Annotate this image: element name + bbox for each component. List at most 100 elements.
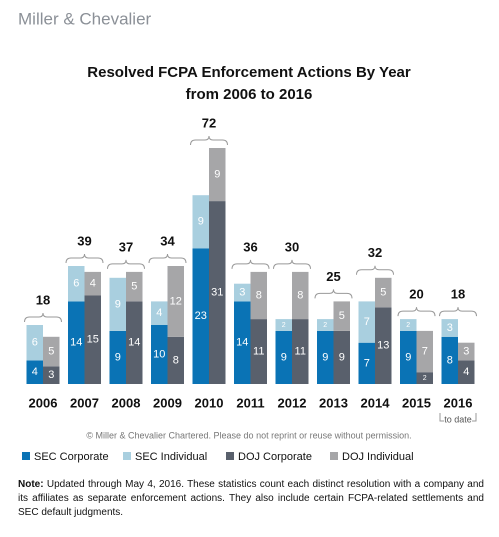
total-label: 18 — [36, 292, 50, 307]
x-tick-label: 2015 — [402, 395, 431, 410]
value-label: 5 — [131, 281, 137, 293]
value-label: 13 — [377, 340, 389, 352]
bar-segment — [458, 360, 475, 384]
value-label: 8 — [297, 289, 303, 301]
value-label: 14 — [236, 337, 248, 349]
x-tick-label: 2007 — [70, 395, 99, 410]
bar-segment — [234, 283, 251, 302]
legend-swatch — [123, 452, 131, 460]
value-label: 14 — [70, 337, 82, 349]
bar-segment — [275, 319, 292, 331]
value-label: 9 — [115, 351, 121, 363]
logo: Miller & Chevalier — [18, 9, 152, 28]
total-brace — [397, 307, 436, 317]
chart-title: Resolved FCPA Enforcement Actions By Yea… — [87, 64, 411, 81]
x-tick-label: 2013 — [319, 395, 348, 410]
bar-segment — [151, 325, 168, 384]
value-label: 5 — [380, 286, 386, 298]
legend-label: DOJ Corporate — [238, 451, 312, 463]
value-label: 3 — [447, 322, 453, 334]
bar-segment — [358, 342, 375, 384]
total-brace — [231, 259, 270, 269]
value-label: 2 — [323, 322, 327, 329]
bar-segment — [441, 336, 458, 384]
total-brace — [107, 259, 145, 269]
total-brace — [65, 253, 104, 264]
value-label: 3 — [48, 369, 54, 381]
value-label: 23 — [195, 310, 207, 322]
legend-label: DOJ Individual — [342, 451, 414, 463]
x-tick-label: 2014 — [361, 395, 391, 410]
total-brace — [273, 259, 311, 269]
total-label: 39 — [77, 233, 91, 248]
value-label: 11 — [253, 345, 264, 357]
total-brace — [190, 135, 228, 146]
total-brace — [356, 265, 394, 275]
bar-segment — [441, 319, 458, 337]
value-label: 9 — [281, 351, 287, 363]
bar-segment — [400, 330, 417, 384]
bar-segment — [126, 271, 143, 302]
legend-swatch — [22, 452, 30, 460]
total-label: 20 — [409, 287, 423, 302]
value-label: 5 — [339, 310, 345, 322]
bar-segment — [84, 295, 101, 384]
value-label: 9 — [214, 168, 220, 180]
value-label: 8 — [173, 354, 179, 366]
x-tick-label: 2009 — [153, 395, 182, 410]
bar-segment — [84, 271, 101, 296]
bar-segment — [192, 195, 209, 249]
total-label: 37 — [119, 239, 133, 254]
bar-segment — [333, 330, 350, 384]
total-label: 30 — [285, 239, 299, 254]
bar-segment — [209, 201, 226, 384]
legend-label: SEC Corporate — [34, 451, 109, 463]
chart: Miller & Chevalier Resolved FCPA Enforce… — [18, 9, 477, 463]
value-label: 9 — [115, 298, 121, 310]
value-label: 7 — [422, 345, 428, 357]
value-label: 8 — [256, 289, 262, 301]
legend-label: SEC Individual — [135, 451, 207, 463]
value-label: 9 — [339, 351, 345, 363]
bar-segment — [151, 301, 168, 325]
value-label: 7 — [364, 357, 370, 369]
legend-swatch — [226, 452, 234, 460]
bar-segment — [375, 307, 392, 384]
note-text: Updated through May 4, 2016. These stati… — [18, 479, 484, 518]
annotation-bracket — [439, 413, 477, 422]
bar-segment — [358, 301, 375, 343]
bar-segment — [126, 301, 143, 384]
value-label: 2 — [423, 375, 427, 382]
note: Note: Updated through May 4, 2016. These… — [18, 478, 484, 520]
value-label: 7 — [364, 316, 370, 328]
x-tick-label: 2006 — [29, 395, 58, 410]
value-label: 15 — [87, 334, 99, 346]
source: © Miller & Chevalier Chartered. Please d… — [86, 430, 411, 440]
x-tick-label: 2016 — [444, 395, 473, 410]
value-label: 4 — [90, 278, 96, 290]
value-label: 6 — [73, 278, 79, 290]
value-label: 4 — [463, 366, 469, 378]
total-brace — [314, 289, 353, 299]
total-brace — [148, 253, 187, 264]
total-label: 36 — [243, 239, 257, 254]
bar-segment — [234, 301, 251, 384]
total-label: 25 — [326, 269, 340, 284]
value-label: 2 — [406, 322, 410, 329]
x-tick-label: 2011 — [236, 395, 264, 410]
bar-segment — [167, 266, 184, 337]
value-label: 9 — [198, 216, 204, 228]
chart-subtitle: from 2006 to 2016 — [186, 86, 313, 103]
value-label: 2 — [282, 322, 286, 329]
x-tick-label: 2012 — [278, 395, 307, 410]
value-label: 14 — [128, 337, 140, 349]
bar-segment — [416, 330, 433, 373]
note-label: Note: — [18, 479, 44, 490]
bar-segment — [317, 319, 334, 331]
bar-segment — [26, 360, 43, 384]
value-label: 3 — [463, 345, 469, 357]
value-label: 4 — [156, 307, 162, 319]
bar-segment — [68, 301, 85, 384]
total-label: 32 — [368, 245, 382, 260]
bar-segment — [26, 325, 43, 361]
